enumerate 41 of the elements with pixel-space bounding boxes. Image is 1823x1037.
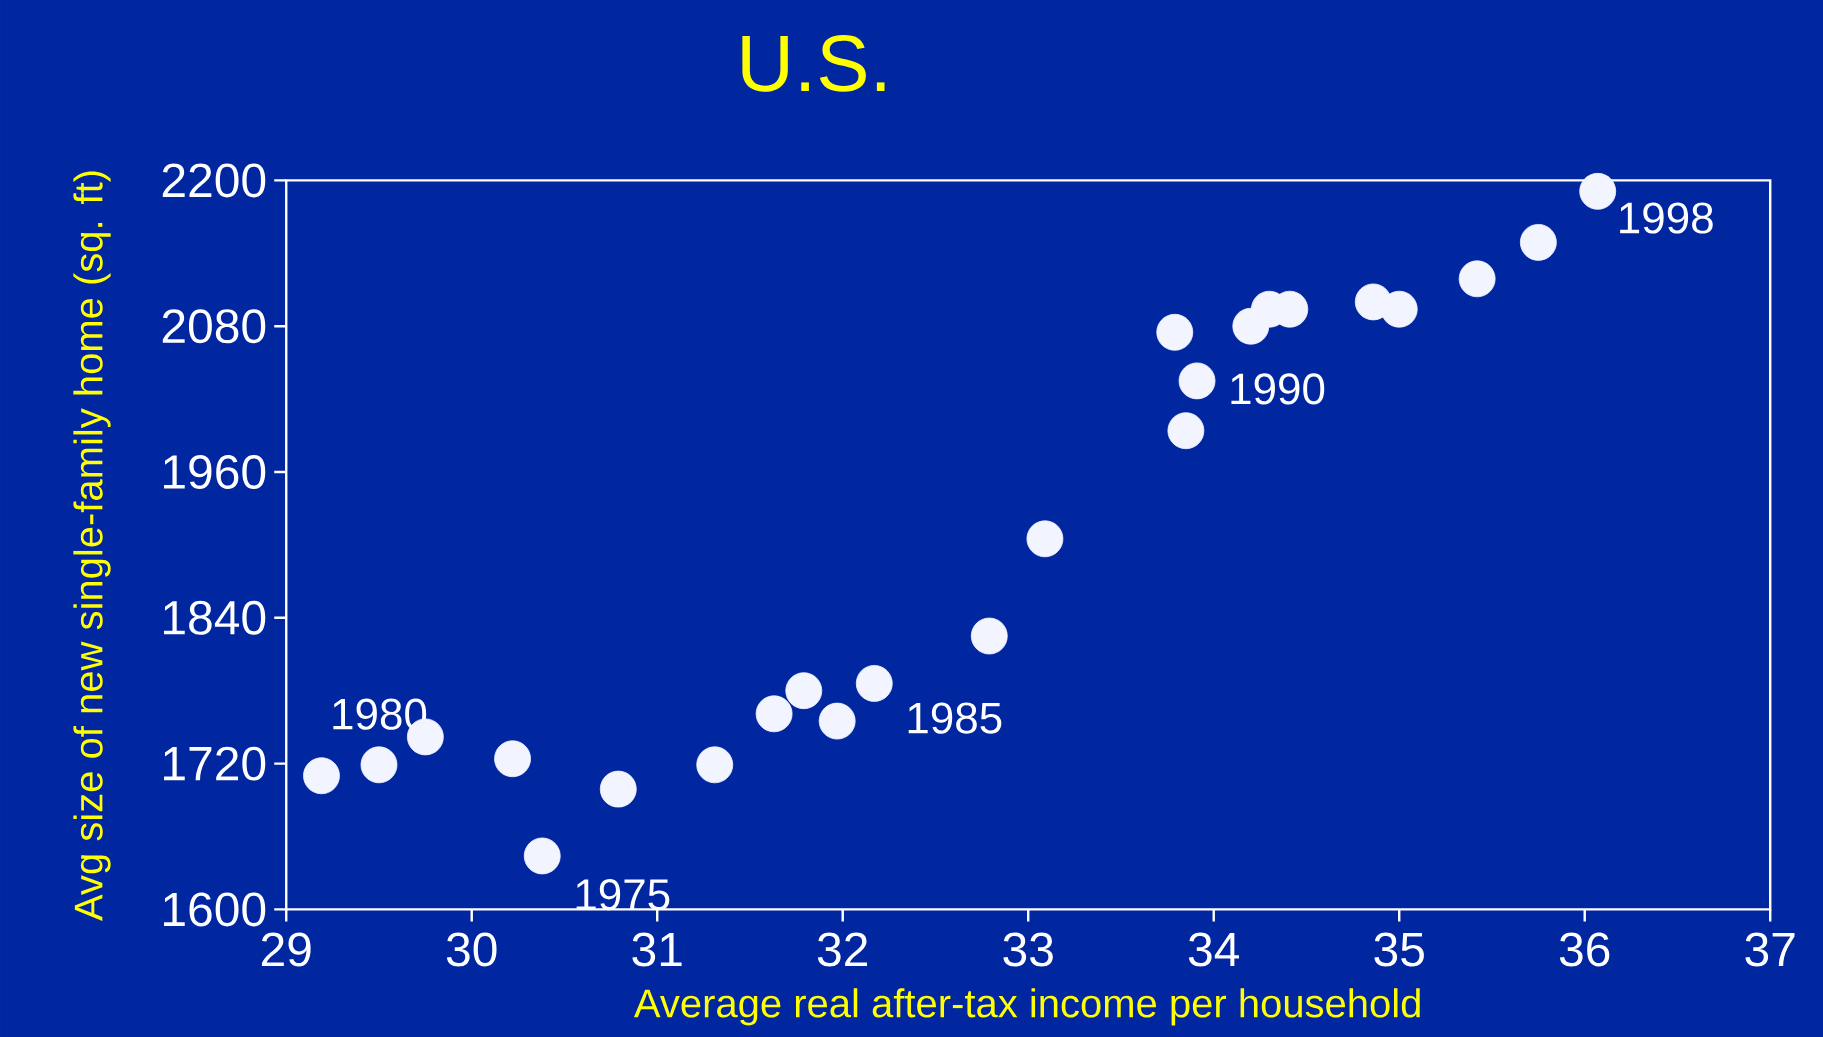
annotation: 1975 (576, 879, 670, 911)
point (1156, 313, 1194, 351)
y-tick-label: 2080 (162, 309, 266, 344)
point (818, 702, 856, 740)
annotation: 1985 (908, 702, 1002, 734)
point (1380, 290, 1418, 328)
point (1458, 260, 1496, 298)
x-tick-label: 36 (1559, 932, 1610, 967)
point (1178, 362, 1216, 400)
x-tick-label: 32 (817, 932, 867, 967)
x-tick-label: 29 (261, 932, 311, 967)
chart-title: U.S. (742, 35, 885, 92)
x-tick-label: 30 (446, 932, 497, 967)
point (360, 746, 398, 784)
point (855, 665, 893, 702)
point (755, 695, 793, 733)
x-tick-label: 31 (632, 932, 682, 967)
point (1519, 223, 1557, 261)
x-axis-title: Average real after-tax income per household (633, 988, 1420, 1026)
point (696, 746, 734, 784)
x-tick-label: 34 (1188, 932, 1239, 967)
point (1167, 412, 1205, 450)
annotation: 1990 (1231, 373, 1325, 405)
x-tick-label: 33 (1003, 932, 1053, 967)
annotation: 1998 (1620, 202, 1713, 234)
y-tick-label: 1720 (164, 746, 266, 781)
point (1579, 172, 1617, 210)
point (303, 757, 340, 795)
point (1026, 520, 1064, 558)
x-tick-label: 37 (1745, 932, 1795, 967)
y-axis-title: Avg size of new single-family home (sq. ft) (73, 171, 111, 921)
point (494, 740, 531, 778)
x-tick-label: 35 (1374, 932, 1424, 967)
point (970, 617, 1008, 655)
y-tick-label: 1600 (164, 892, 266, 927)
point (599, 770, 637, 808)
y-tick-label: 1840 (164, 600, 266, 635)
point (785, 672, 823, 710)
y-tick-label: 1960 (164, 455, 266, 490)
y-tick-label: 2200 (162, 163, 266, 198)
point (523, 837, 561, 875)
